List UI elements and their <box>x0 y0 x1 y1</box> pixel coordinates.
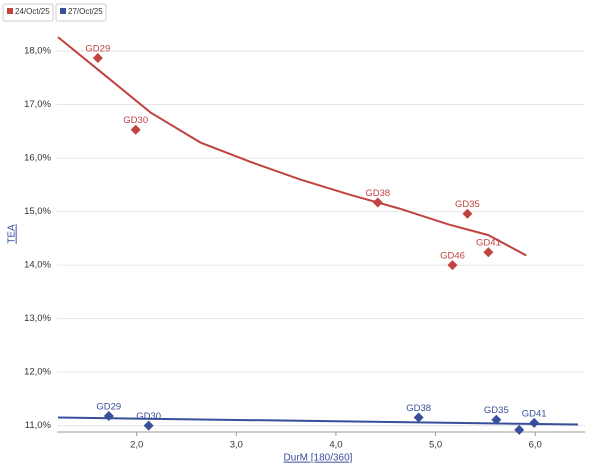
point-label: GD29 <box>96 401 121 412</box>
y-tick-label: 14,0% <box>24 260 51 271</box>
y-tick-label: 18,0% <box>24 46 51 57</box>
point <box>491 414 502 425</box>
point-label: GD35 <box>484 405 509 416</box>
point <box>413 412 424 423</box>
point <box>529 417 540 428</box>
point <box>143 420 154 431</box>
point <box>103 410 114 421</box>
point-label: GD46 <box>440 251 465 262</box>
point-label: GD29 <box>85 44 110 55</box>
y-axis-title: TEA <box>7 224 18 244</box>
point <box>372 197 383 208</box>
point-label: GD41 <box>476 238 501 249</box>
point-label: GD41 <box>522 408 547 419</box>
trend-line <box>57 36 527 257</box>
x-tick-label: 6,0 <box>529 440 542 451</box>
x-tick-label: 2,0 <box>130 440 143 451</box>
point <box>92 53 103 64</box>
trend-line <box>57 416 579 426</box>
legend-box <box>2 3 54 22</box>
point-label: GD30 <box>123 115 148 126</box>
point <box>462 208 473 219</box>
point <box>483 247 494 258</box>
point-label: GD38 <box>406 403 431 414</box>
y-tick-label: 11,0% <box>25 420 52 431</box>
legend-label: 27/Oct/25 <box>68 7 103 16</box>
y-tick-label: 16,0% <box>24 153 51 164</box>
legend-item: 27/Oct/25 <box>55 3 107 22</box>
y-tick-label: 12,0% <box>24 367 51 378</box>
point <box>514 424 525 435</box>
point <box>130 124 141 135</box>
x-tick-label: 5,0 <box>429 440 442 451</box>
legend-item: 24/Oct/25 <box>2 3 54 22</box>
point-label: GD35 <box>455 199 480 210</box>
legend-swatch <box>7 8 13 14</box>
point <box>447 260 458 271</box>
y-tick-label: 17,0% <box>24 99 51 110</box>
point-label: GD30 <box>136 411 161 422</box>
point-label: GD38 <box>365 188 390 199</box>
x-axis-title: DurM [180/360] <box>284 453 353 464</box>
y-tick-label: 13,0% <box>24 313 51 324</box>
x-tick-label: 3,0 <box>230 440 243 451</box>
y-tick-label: 15,0% <box>24 206 51 217</box>
x-tick-label: 4,0 <box>329 440 342 451</box>
legend-box <box>55 3 107 22</box>
legend-swatch <box>60 8 66 14</box>
legend-label: 24/Oct/25 <box>15 7 50 16</box>
